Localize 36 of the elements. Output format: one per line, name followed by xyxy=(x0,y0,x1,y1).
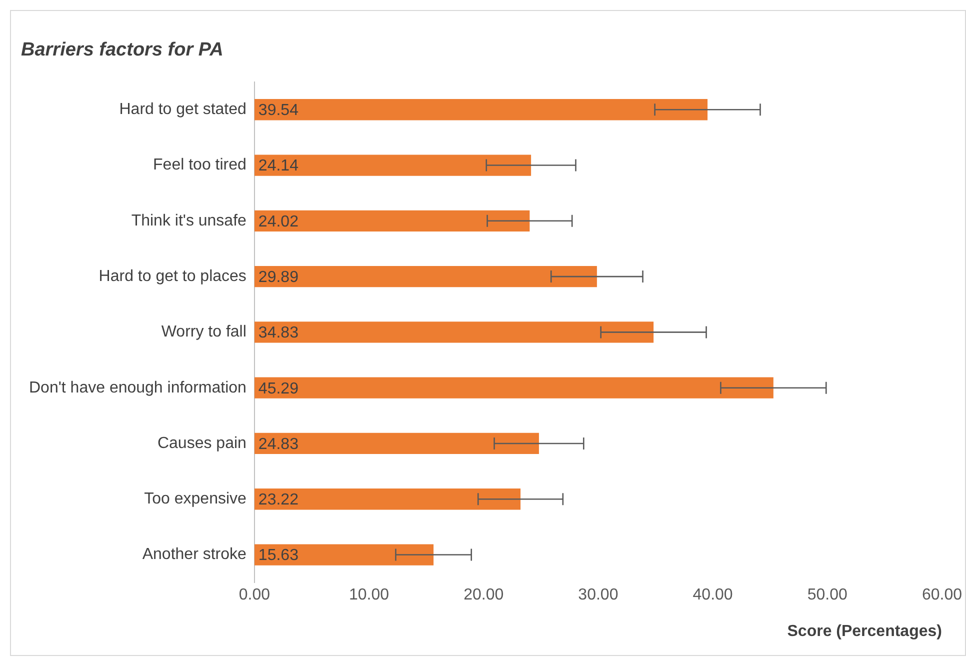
x-axis-title: Score (Percentages) xyxy=(787,622,942,640)
y-tick-label: Causes pain xyxy=(157,434,246,452)
x-tick-label: 50.00 xyxy=(807,586,848,604)
x-tick-label: 30.00 xyxy=(578,586,618,604)
bar xyxy=(254,432,539,454)
bar xyxy=(254,99,708,120)
x-tick-label: 0.00 xyxy=(238,586,270,604)
data-label: 23.22 xyxy=(258,492,299,509)
y-tick-label: Too expensive xyxy=(144,490,247,508)
bar xyxy=(254,210,530,232)
chart-title: Barriers factors for PA xyxy=(21,40,224,61)
y-tick-label: Hard to get to places xyxy=(98,268,246,285)
data-label: 34.83 xyxy=(258,324,299,342)
x-tick-label: 10.00 xyxy=(348,586,390,604)
y-tick-label: Hard to get stated xyxy=(119,101,246,118)
y-tick-label: Worry to fall xyxy=(161,324,246,341)
bar xyxy=(254,266,597,288)
data-label: 24.83 xyxy=(258,436,299,453)
x-tick-label: 40.00 xyxy=(692,586,733,604)
bar xyxy=(254,377,774,398)
y-tick-label: Feel too tired xyxy=(153,156,246,174)
data-label: 24.14 xyxy=(258,158,299,175)
data-label: 24.02 xyxy=(258,213,299,230)
data-label: 15.63 xyxy=(258,547,299,564)
data-label: 45.29 xyxy=(258,380,299,398)
bar xyxy=(254,154,532,176)
bar xyxy=(254,322,654,343)
data-label: 29.89 xyxy=(258,268,299,286)
data-label: 39.54 xyxy=(258,102,299,120)
x-tick-label: 60.00 xyxy=(922,586,962,604)
bar xyxy=(254,488,521,510)
y-tick-label: Think it's unsafe xyxy=(131,212,247,230)
y-tick-label: Another stroke xyxy=(142,546,247,564)
x-tick-label: 20.00 xyxy=(464,586,504,604)
bar xyxy=(254,544,434,566)
y-tick-label: Don't have enough information xyxy=(29,379,246,396)
